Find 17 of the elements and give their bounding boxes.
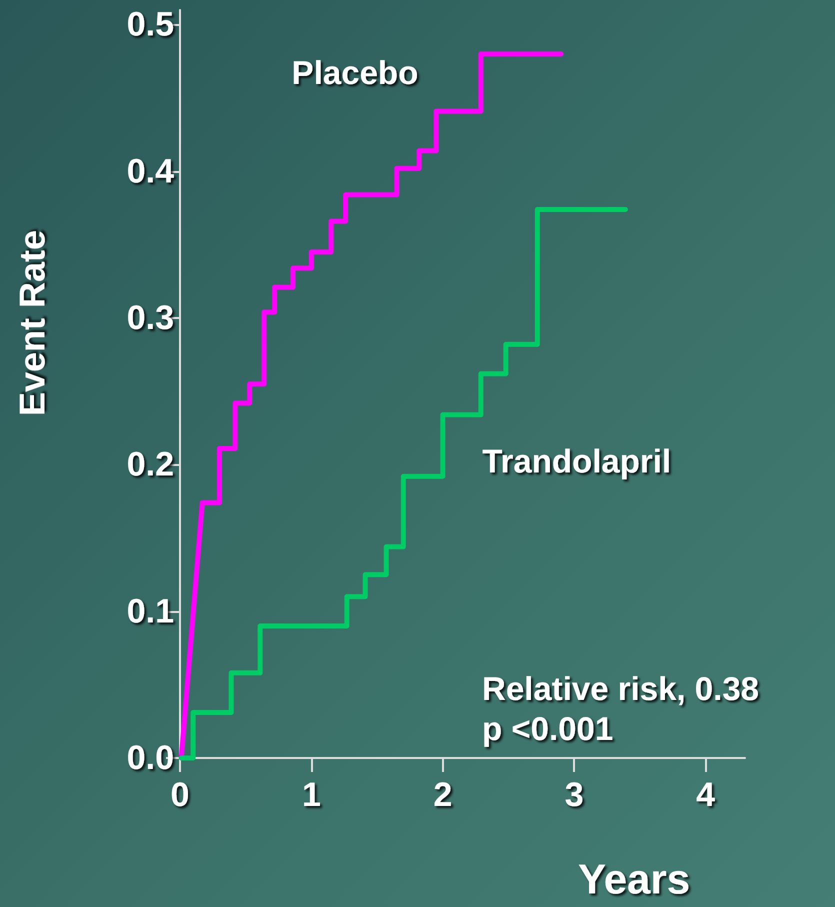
annotation: Relative risk, 0.38 bbox=[482, 670, 760, 707]
x-axis-title: Years bbox=[578, 856, 690, 902]
series-label: Trandolapril bbox=[482, 442, 672, 480]
x-tick-label: 0 bbox=[170, 776, 190, 814]
x-tick-label: 2 bbox=[433, 776, 452, 814]
y-tick-label: 0.4 bbox=[126, 152, 174, 190]
annotation: p <0.001 bbox=[482, 710, 614, 747]
y-axis-title: Event Rate bbox=[12, 230, 52, 416]
y-tick-label: 0.0 bbox=[126, 739, 174, 777]
y-tick-label: 0.3 bbox=[126, 299, 174, 337]
x-tick-label: 4 bbox=[696, 776, 716, 814]
y-tick-label: 0.5 bbox=[126, 6, 174, 44]
x-tick-label: 1 bbox=[302, 776, 321, 814]
y-tick-label: 0.1 bbox=[126, 592, 174, 630]
y-tick-label: 0.2 bbox=[126, 446, 174, 484]
series-label: Placebo bbox=[292, 54, 418, 91]
x-tick-label: 3 bbox=[564, 776, 584, 814]
